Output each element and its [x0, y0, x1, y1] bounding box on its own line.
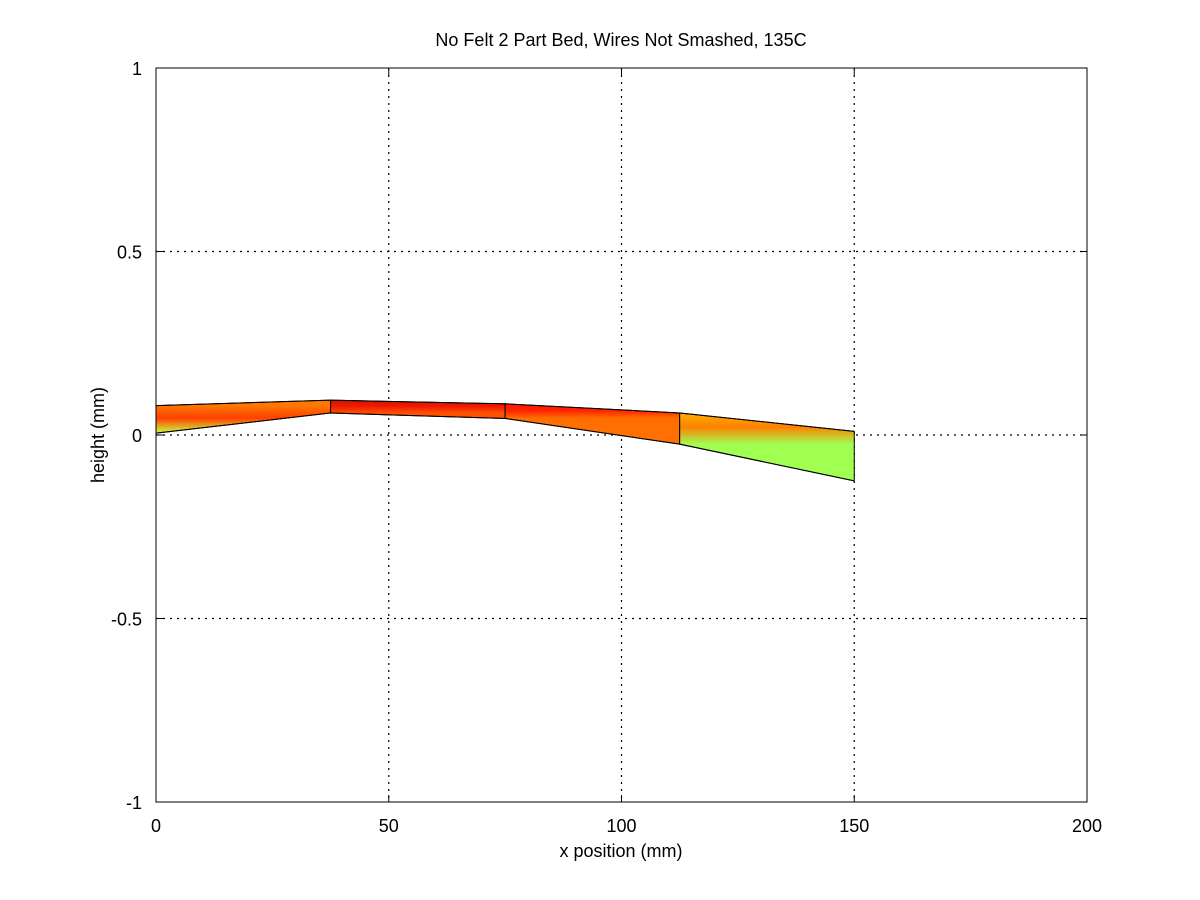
top-surface-line: [155, 399, 855, 432]
surface-patch: [504, 403, 681, 445]
x-tick-label: 50: [379, 816, 399, 836]
x-tick-label: 200: [1072, 816, 1102, 836]
x-axis-label: x position (mm): [559, 841, 682, 861]
bottom-surface-line: [155, 412, 855, 482]
y-tick-label: 0: [132, 426, 142, 446]
y-axis-label: height (mm): [88, 387, 108, 483]
x-tick-label: 100: [606, 816, 636, 836]
y-tick-label: -1: [126, 793, 142, 813]
chart-title: No Felt 2 Part Bed, Wires Not Smashed, 1…: [435, 30, 806, 50]
surface-patches: [155, 399, 855, 482]
x-tick-label: 0: [151, 816, 161, 836]
y-tick-label: -0.5: [111, 610, 142, 630]
y-tick-label: 0.5: [117, 243, 142, 263]
x-tick-label: 150: [839, 816, 869, 836]
y-tick-label: 1: [132, 59, 142, 79]
surface-patch: [679, 412, 855, 482]
axis-ticks: 0 50 100 150 200 -1 -0.5 0 0.5 1: [111, 59, 1102, 836]
